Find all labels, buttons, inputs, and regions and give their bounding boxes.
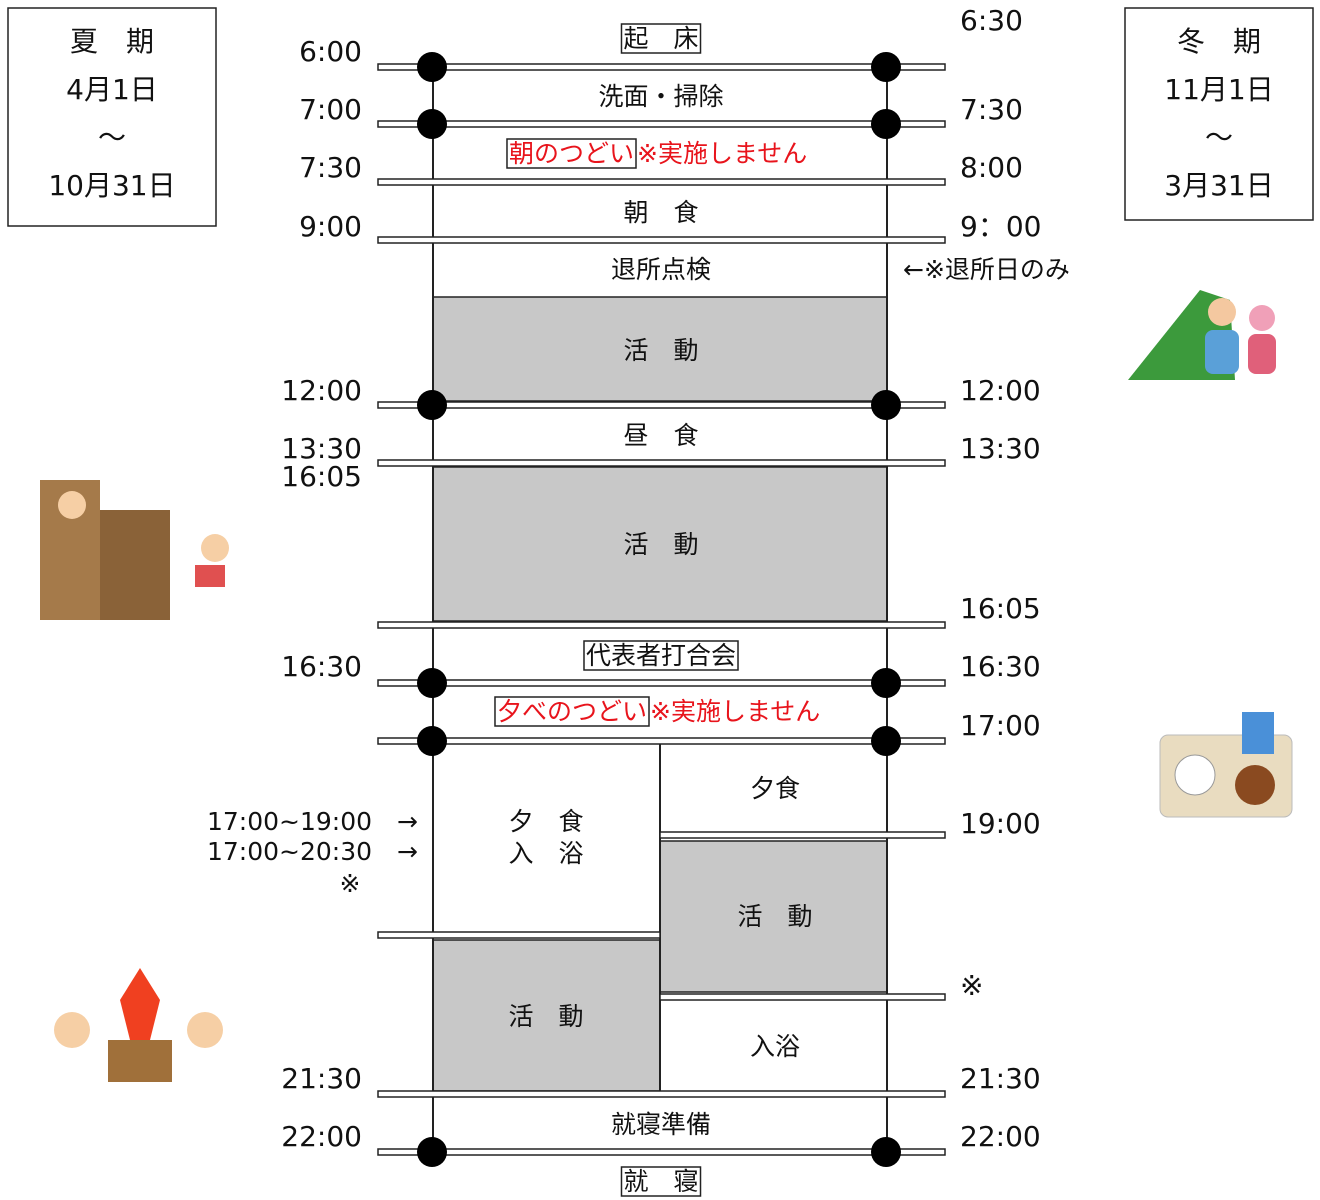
schedule-label: 活 動 [737, 902, 812, 931]
label-box [583, 640, 739, 671]
winter-time: 6:30 [960, 4, 1023, 37]
schedule-label: 代表者打合会 [586, 641, 736, 670]
schedule-label: 入浴 [750, 1032, 800, 1061]
time-rule [377, 459, 946, 467]
time-rule [377, 178, 946, 186]
dot [871, 726, 901, 756]
winter-tilde: ～ [1205, 121, 1233, 154]
dot [417, 109, 447, 139]
dot [417, 668, 447, 698]
dot [417, 390, 447, 420]
dot [417, 1137, 447, 1167]
summer-box [7, 7, 217, 227]
schedule-label: 就 寝 [623, 1167, 698, 1196]
summer-note: 17:00~19:00 → [207, 807, 418, 836]
summer-time: 7:30 [299, 151, 362, 184]
illustrations [40, 290, 1293, 1082]
schedule-label: 朝のつどい [509, 139, 634, 168]
time-rule [377, 1090, 946, 1098]
dot [417, 52, 447, 82]
time-rule [377, 931, 661, 939]
winter-time: 22:00 [960, 1120, 1041, 1153]
time-rule [377, 679, 946, 687]
label-box [494, 696, 650, 727]
schedule-label: 夕べのつどい [497, 697, 647, 726]
summer-time: 7:00 [299, 93, 362, 126]
schedule-label: 就寝準備 [611, 1110, 711, 1139]
schedule-label: 活 動 [623, 336, 698, 365]
schedule-label: 活 動 [623, 530, 698, 559]
schedule-label: 夕 食 [508, 807, 583, 836]
summer-note: 17:00~20:30 → [207, 837, 418, 866]
texts: 夏 期 冬 期 4月1日 11月1日 ～ ～ 10月31日 3月31日 6:00 7:00 7:30… [48, 4, 1274, 1197]
dot [417, 726, 447, 756]
time-rule [377, 737, 946, 745]
schedule-label: 洗面・掃除 [598, 82, 723, 111]
summer-time: 12:00 [281, 374, 362, 407]
dot [871, 52, 901, 82]
summer-note: ※ [340, 869, 361, 898]
schedule-label: ※実施しません [650, 697, 820, 726]
winter-note: ←※退所日のみ [903, 255, 1070, 284]
label-box [620, 23, 702, 54]
time-rule [377, 236, 946, 244]
summer-time: 13:30 [281, 432, 362, 465]
dot [871, 109, 901, 139]
schedule-label: 退所点検 [611, 255, 711, 284]
time-rules [377, 63, 946, 1156]
winter-time: 7:30 [960, 93, 1023, 126]
time-rule [377, 1148, 946, 1156]
gray-blocks [432, 296, 888, 1092]
time-rule [377, 63, 946, 71]
schedule-label: 活 動 [508, 1002, 583, 1031]
dot [871, 668, 901, 698]
winter-time: 16:05 [960, 592, 1041, 625]
winter-start: 11月1日 [1164, 73, 1273, 106]
time-rule [659, 831, 946, 839]
winter-time: 12:00 [960, 374, 1041, 407]
dot [871, 1137, 901, 1167]
summer-time: 6:00 [299, 35, 362, 68]
time-rule [377, 120, 946, 128]
dots [417, 52, 901, 1167]
summer-time: 16:05 [281, 460, 362, 493]
label-box [620, 1166, 702, 1197]
summer-time: 9:00 [299, 210, 362, 243]
winter-time: 8:00 [960, 151, 1023, 184]
schedule-label: 起 床 [623, 24, 698, 53]
winter-season: 冬 期 [1177, 25, 1261, 58]
summer-start: 4月1日 [66, 73, 158, 106]
schedule-label: 朝 食 [623, 198, 698, 227]
schedule-label: 入 浴 [508, 839, 583, 868]
winter-time: 16:30 [960, 650, 1041, 683]
summer-end: 10月31日 [48, 169, 175, 202]
schedule-label: ※実施しません [637, 139, 807, 168]
summer-time: 22:00 [281, 1120, 362, 1153]
schedule-label: 昼 食 [623, 421, 698, 450]
winter-time: 19:00 [960, 807, 1041, 840]
winter-time: 17:00 [960, 709, 1041, 742]
label-box [506, 138, 637, 169]
summer-time: 16:30 [281, 650, 362, 683]
winter-time: 9：00 [960, 210, 1041, 243]
winter-time: 13:30 [960, 432, 1041, 465]
summer-season: 夏 期 [70, 25, 154, 58]
time-rule [377, 401, 946, 409]
winter-box [1124, 7, 1314, 221]
time-rule [659, 993, 946, 1001]
winter-end: 3月31日 [1164, 169, 1273, 202]
schedule-label: 夕食 [750, 774, 800, 803]
winter-time: ※ [960, 969, 983, 1002]
winter-time: 21:30 [960, 1062, 1041, 1095]
summer-time: 21:30 [281, 1062, 362, 1095]
dot [871, 390, 901, 420]
time-rule [377, 621, 946, 629]
summer-tilde: ～ [98, 121, 126, 154]
